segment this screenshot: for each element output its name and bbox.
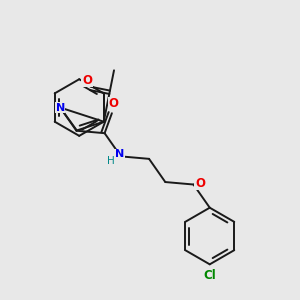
Text: O: O	[108, 98, 118, 110]
Text: H: H	[107, 156, 115, 166]
Text: N: N	[56, 103, 65, 112]
Text: O: O	[195, 177, 205, 190]
Text: Cl: Cl	[203, 268, 216, 282]
Text: O: O	[82, 74, 92, 87]
Text: N: N	[115, 149, 124, 159]
